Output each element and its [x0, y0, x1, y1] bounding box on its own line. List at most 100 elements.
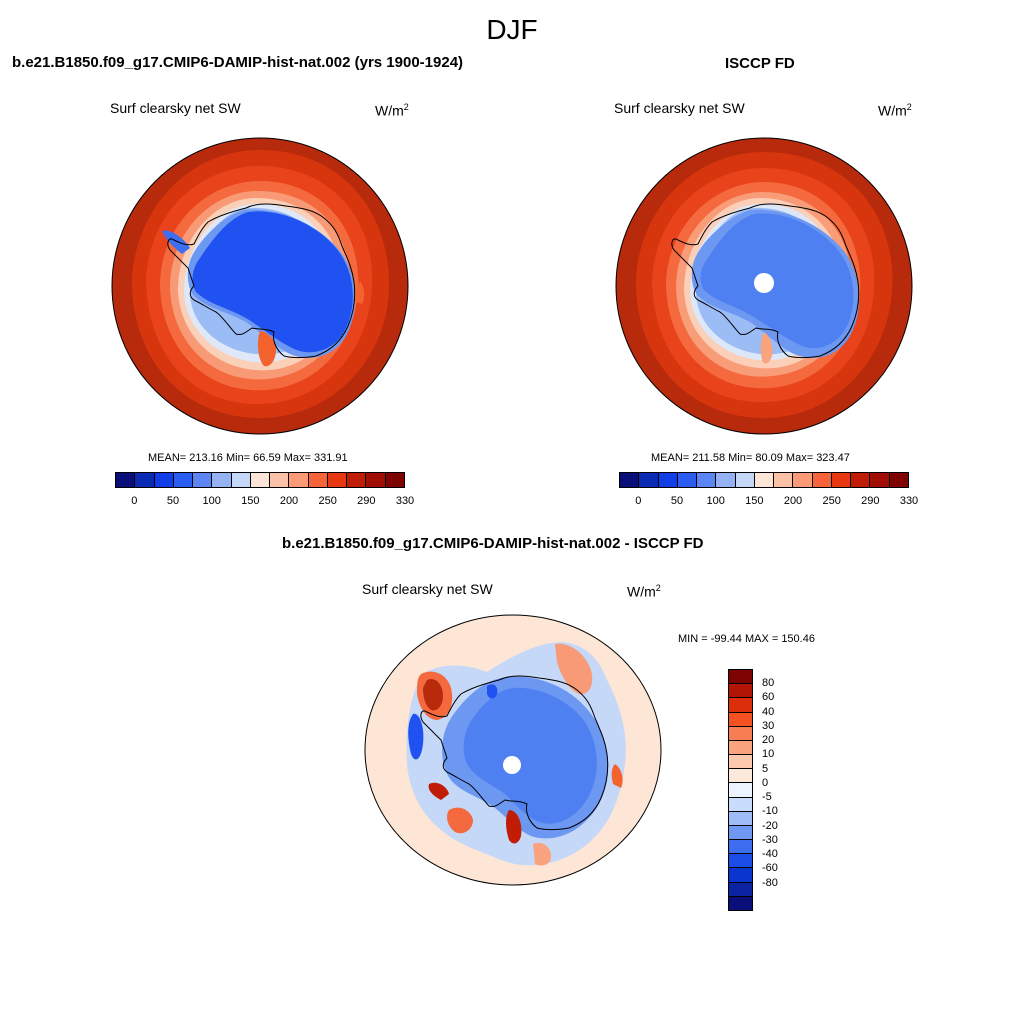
colorbar-tick-label: -80: [762, 876, 778, 889]
colorbar-tick-label: 30: [762, 719, 775, 732]
colorbar-swatch: [231, 473, 251, 487]
colorbar-swatch: [154, 473, 174, 487]
colorbar-swatch: [729, 698, 752, 713]
season-title: DJF: [486, 14, 538, 45]
panel1-map: [111, 137, 409, 435]
colorbar-tick-label: 330: [395, 495, 415, 507]
panel2-title: ISCCP FD: [725, 55, 795, 72]
colorbar-tick-label: 100: [706, 495, 725, 507]
colorbar-tick-label: 0: [131, 495, 138, 507]
panel1-colorbar-labels: 0 50 100 150 200 250 290 330: [115, 495, 414, 509]
colorbar-swatch: [729, 896, 752, 910]
colorbar-tick-label: 10: [762, 748, 775, 761]
colorbar-tick-label: 150: [241, 495, 260, 507]
colorbar-swatch: [729, 684, 752, 699]
panel2-variable: Surf clearsky net SW: [614, 100, 745, 116]
colorbar-swatch: [870, 473, 890, 487]
colorbar-swatch: [735, 473, 755, 487]
colorbar-swatch: [793, 473, 813, 487]
colorbar-swatch: [347, 473, 367, 487]
colorbar-tick-label: 60: [762, 691, 775, 704]
colorbar-tick-label: 50: [670, 495, 684, 507]
colorbar-swatch: [729, 726, 752, 741]
colorbar-tick-label: 40: [762, 705, 775, 718]
colorbar-swatch: [754, 473, 775, 487]
colorbar-swatch: [729, 882, 752, 897]
colorbar-swatch: [729, 769, 752, 784]
colorbar-tick-label: -30: [762, 833, 778, 846]
colorbar-swatch: [729, 755, 752, 770]
colorbar-swatch: [308, 473, 328, 487]
colorbar-tick-label: 20: [762, 734, 775, 747]
colorbar-tick-label: 80: [762, 677, 775, 690]
colorbar-swatch: [831, 473, 852, 487]
colorbar-swatch: [639, 473, 659, 487]
colorbar-swatch: [729, 670, 752, 685]
panel1-title: b.e21.B1850.f09_g17.CMIP6-DAMIP-hist-nat…: [12, 54, 464, 71]
panel2-units: W/m2: [878, 102, 912, 119]
colorbar-swatch: [677, 473, 698, 487]
colorbar-swatch: [327, 473, 348, 487]
colorbar-tick-label: -40: [762, 848, 778, 861]
colorbar-swatch: [812, 473, 832, 487]
panel2-map: [615, 137, 913, 435]
colorbar-tick-label: 290: [357, 495, 376, 507]
colorbar-tick-label: 0: [762, 776, 769, 789]
panel3-minmax: MIN = -99.44 MAX = 150.46: [678, 633, 815, 645]
colorbar-tick-label: 200: [279, 495, 299, 507]
colorbar-swatch: [135, 473, 155, 487]
colorbar-swatch: [729, 797, 752, 812]
colorbar-tick-label: 290: [861, 495, 880, 507]
panel2-colorbar-labels: 0 50 100 150 200 250 290 330: [619, 495, 918, 509]
colorbar-swatch: [270, 473, 290, 487]
colorbar-tick-label: -20: [762, 819, 778, 832]
colorbar-swatch: [729, 712, 752, 727]
colorbar-tick-label: 330: [899, 495, 919, 507]
colorbar-swatch: [212, 473, 232, 487]
colorbar-swatch: [250, 473, 271, 487]
colorbar-swatch: [620, 473, 640, 487]
colorbar-tick-label: 250: [822, 495, 841, 507]
colorbar-swatch: [729, 740, 752, 756]
colorbar-swatch: [729, 868, 752, 883]
panel3-colorbar: [728, 669, 753, 911]
panel1-units: W/m2: [375, 102, 409, 119]
colorbar-swatch: [173, 473, 194, 487]
colorbar-tick-label: 5: [762, 762, 769, 775]
colorbar-tick-label: 50: [166, 495, 180, 507]
colorbar-swatch: [289, 473, 309, 487]
colorbar-swatch: [193, 473, 213, 487]
colorbar-tick-label: -5: [762, 791, 772, 804]
panel1-stats: MEAN= 213.16 Min= 66.59 Max= 331.91: [148, 452, 348, 464]
panel1-variable: Surf clearsky net SW: [110, 100, 241, 116]
colorbar-tick-label: 250: [318, 495, 337, 507]
panel3-title: b.e21.B1850.f09_g17.CMIP6-DAMIP-hist-nat…: [282, 535, 704, 552]
panel3-map: [364, 614, 662, 886]
colorbar-swatch: [851, 473, 871, 487]
colorbar-swatch: [658, 473, 678, 487]
colorbar-swatch: [729, 840, 752, 855]
colorbar-swatch: [385, 473, 404, 487]
colorbar-swatch: [716, 473, 736, 487]
panel3-units: W/m2: [627, 583, 661, 600]
colorbar-swatch: [729, 811, 752, 826]
panel2-colorbar: [619, 472, 909, 488]
colorbar-swatch: [729, 854, 752, 869]
colorbar-swatch: [116, 473, 136, 487]
colorbar-tick-label: 0: [635, 495, 642, 507]
colorbar-swatch: [889, 473, 908, 487]
colorbar-tick-label: 150: [745, 495, 764, 507]
panel3-variable: Surf clearsky net SW: [362, 581, 493, 597]
colorbar-swatch: [697, 473, 717, 487]
panel1-colorbar: [115, 472, 405, 488]
colorbar-swatch: [366, 473, 386, 487]
colorbar-swatch: [729, 783, 752, 798]
panel3-colorbar-labels: 80 60 40 30 20 10 5 0 -5 -10 -20 -30 -40 -60 -80: [762, 669, 802, 911]
colorbar-tick-label: -60: [762, 862, 778, 875]
panel2-stats: MEAN= 211.58 Min= 80.09 Max= 323.47: [651, 452, 850, 464]
colorbar-swatch: [729, 825, 752, 841]
colorbar-tick-label: 100: [202, 495, 221, 507]
colorbar-tick-label: 200: [783, 495, 803, 507]
colorbar-swatch: [774, 473, 794, 487]
colorbar-tick-label: -10: [762, 805, 778, 818]
